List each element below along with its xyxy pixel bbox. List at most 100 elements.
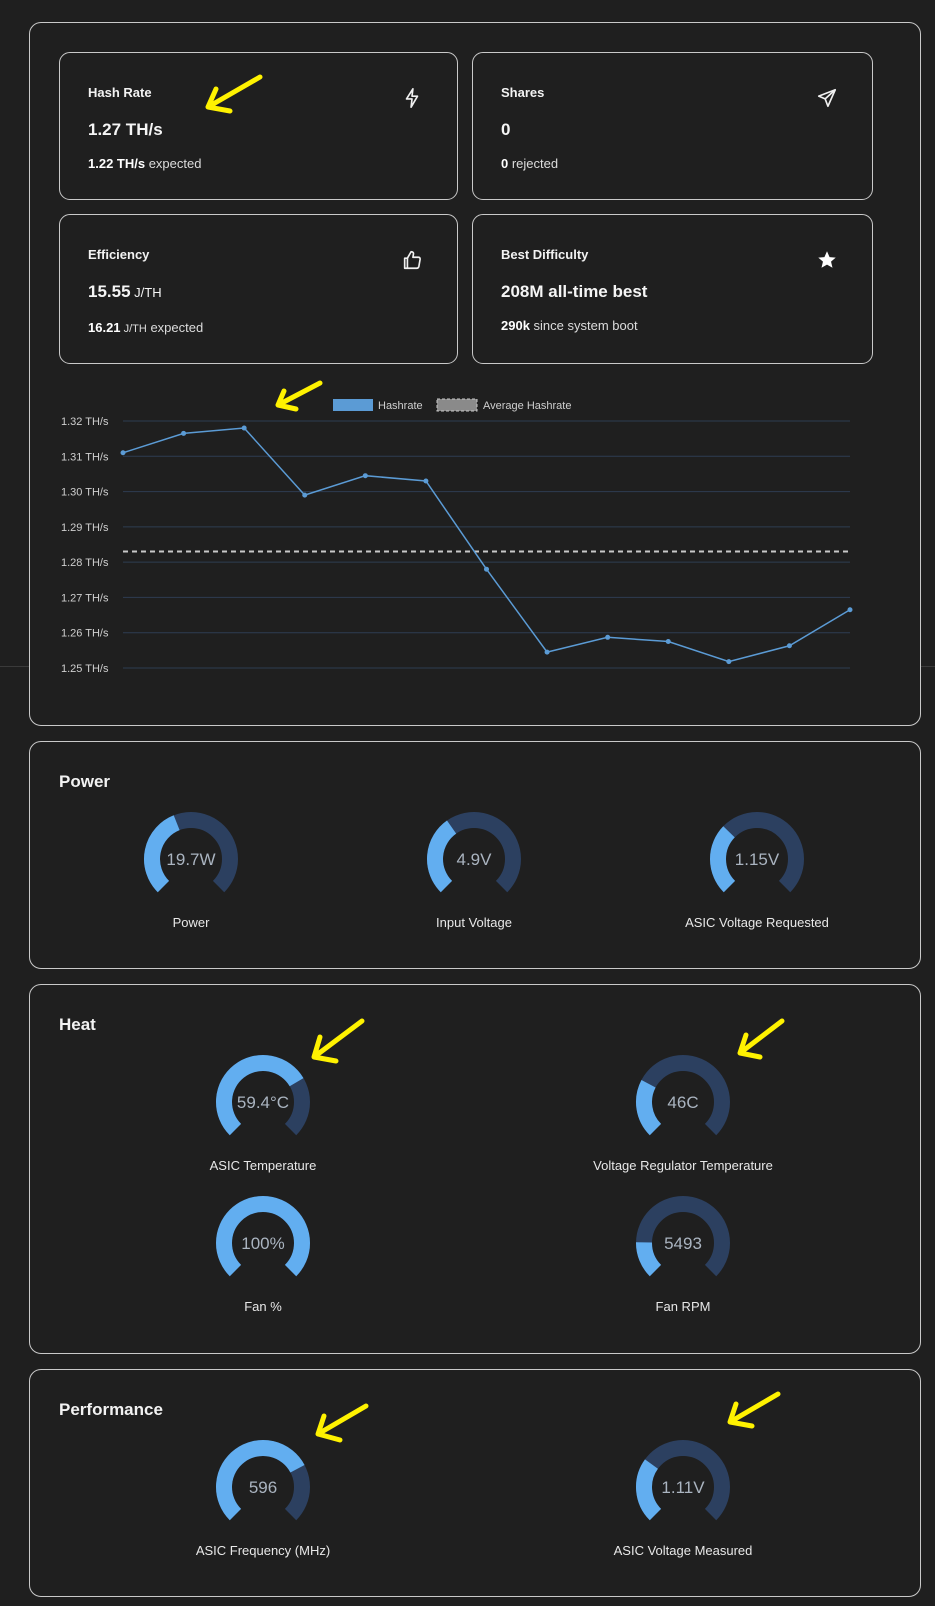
shares-card: Shares 0 0 rejected — [472, 52, 873, 200]
voltage-regulator-temperature-gauge-label: Voltage Regulator Temperature — [593, 1158, 773, 1173]
power-gauge-label: Power — [172, 915, 210, 930]
yellow-annotation-arrow — [205, 74, 263, 114]
input-voltage-gauge: 4.9V Input Voltage — [374, 809, 574, 930]
gauge-value: 1.11V — [661, 1478, 705, 1497]
yellow-annotation-arrow — [275, 380, 323, 412]
star-icon — [818, 251, 836, 268]
asic-frequency-gauge-label: ASIC Frequency (MHz) — [195, 1543, 331, 1558]
hashrate-chart: Hashrate Average Hashrate 1.32 TH/s 1.31 TH… — [61, 398, 853, 675]
hashrate-point — [120, 450, 126, 456]
gauge-fill — [710, 826, 736, 893]
y-tick-label: 1.26 TH/s — [61, 628, 109, 640]
power-gauge-dial: 19.7W — [144, 812, 238, 893]
power-section-title: Power — [59, 772, 111, 791]
gauge-value: 46C — [667, 1093, 698, 1112]
gauge-value: 59.4°C — [237, 1093, 289, 1112]
gauge-value: 1.15V — [735, 850, 780, 869]
hashrate-expected: 1.22 TH/s expected — [88, 156, 202, 171]
best-difficulty-card: Best Difficulty 208M all-time best 290k … — [472, 214, 873, 364]
fan-rpm-gauge: 5493 Fan RPM — [583, 1193, 783, 1314]
legend-hashrate-swatch — [333, 399, 373, 411]
lightning-icon — [405, 88, 419, 108]
shares-title: Shares — [501, 85, 545, 100]
hashrate-value: 1.27 TH/s — [88, 120, 163, 139]
hashrate-point — [786, 643, 792, 649]
asic-voltage-requested-gauge: 1.15V ASIC Voltage Requested — [657, 809, 857, 930]
hashrate-point — [302, 492, 308, 498]
y-tick-label: 1.28 TH/s — [61, 557, 109, 569]
heat-section-title: Heat — [59, 1015, 96, 1034]
gauge-fill — [144, 815, 181, 893]
best-difficulty-title: Best Difficulty — [501, 247, 589, 262]
best-difficulty-value: 208M all-time best — [501, 282, 648, 301]
gauge-fill — [216, 1196, 310, 1277]
dashboard-overview-panel: Hash Rate 1.27 TH/s 1.22 TH/s expected S… — [29, 22, 921, 726]
gauge-fill — [216, 1440, 305, 1521]
gauge-value: 4.9V — [457, 850, 493, 869]
gauge-value: 596 — [249, 1478, 277, 1497]
gauge-fill — [636, 1242, 662, 1277]
y-tick-label: 1.32 TH/s — [61, 416, 109, 428]
gauge-value: 100% — [241, 1234, 284, 1253]
hashrate-point — [605, 634, 611, 640]
yellow-annotation-arrow — [315, 1403, 369, 1443]
hashrate-point — [241, 425, 247, 431]
input-voltage-gauge-label: Input Voltage — [436, 915, 512, 930]
yellow-annotation-arrow — [727, 1391, 781, 1429]
asic-temperature-gauge: 59.4°C ASIC Temperature — [163, 1052, 363, 1173]
efficiency-title: Efficiency — [88, 247, 150, 262]
yellow-annotation-arrow — [311, 1018, 365, 1064]
gauge-fill — [636, 1459, 662, 1521]
fan-percent-gauge: 100% Fan % — [163, 1193, 363, 1314]
hashrate-point — [665, 639, 671, 645]
hashrate-point — [726, 659, 732, 665]
asic-temperature-gauge-label: ASIC Temperature — [209, 1158, 317, 1173]
chart-legend: Hashrate Average Hashrate — [333, 398, 571, 412]
legend-average-label: Average Hashrate — [483, 400, 571, 412]
performance-section-title: Performance — [59, 1400, 163, 1419]
hashrate-point — [423, 478, 429, 484]
fan-percent-gauge-label: Fan % — [244, 1299, 282, 1314]
voltage-regulator-temperature-gauge: 46C Voltage Regulator Temperature — [583, 1052, 783, 1173]
hashrate-point — [484, 566, 489, 572]
asic-voltage-measured-gauge-dial: 1.11V — [636, 1440, 730, 1521]
best-difficulty-since-boot: 290k since system boot — [501, 318, 638, 333]
asic-frequency-gauge: 596 ASIC Frequency (MHz) — [163, 1437, 363, 1558]
hashrate-title: Hash Rate — [88, 85, 152, 100]
thumbs-up-icon — [403, 250, 421, 270]
heat-panel: Heat 59.4°C ASIC Temperature 46C Voltage… — [29, 984, 921, 1354]
input-voltage-gauge-dial: 4.9V — [427, 812, 521, 893]
shares-rejected: 0 rejected — [501, 156, 559, 171]
asic-voltage-requested-gauge-dial: 1.15V — [710, 812, 804, 893]
performance-panel: Performance 596 ASIC Frequency (MHz) 1.1… — [29, 1369, 921, 1597]
gauge-fill — [216, 1055, 304, 1136]
asic-voltage-measured-gauge-label: ASIC Voltage Measured — [613, 1543, 753, 1558]
y-tick-label: 1.29 TH/s — [61, 522, 109, 534]
power-panel: Power 19.7W Power 4.9V Input Voltage 1.1… — [29, 741, 921, 969]
fan-rpm-gauge-label: Fan RPM — [655, 1299, 711, 1314]
efficiency-expected: 16.21 J/TH expected — [88, 320, 204, 335]
fan-percent-gauge-dial: 100% — [216, 1196, 310, 1277]
efficiency-card: Efficiency 15.55 J/TH 16.21 J/TH expecte… — [59, 214, 458, 364]
yellow-annotation-arrow — [737, 1018, 785, 1060]
legend-average-swatch — [436, 398, 478, 412]
gauge-value: 19.7W — [166, 850, 215, 869]
send-icon — [817, 88, 837, 108]
y-tick-label: 1.31 TH/s — [61, 451, 109, 463]
hashrate-point — [362, 473, 368, 479]
hashrate-point — [181, 430, 187, 436]
asic-voltage-measured-gauge: 1.11V ASIC Voltage Measured — [583, 1437, 783, 1558]
gauge-value: 5493 — [664, 1234, 702, 1253]
gauge-fill — [636, 1080, 662, 1136]
shares-value: 0 — [501, 120, 511, 139]
y-tick-label: 1.25 TH/s — [61, 663, 109, 675]
y-tick-label: 1.30 TH/s — [61, 487, 109, 499]
voltage-regulator-temperature-gauge-dial: 46C — [636, 1055, 730, 1136]
legend-hashrate-label: Hashrate — [378, 400, 423, 412]
hashrate-point — [544, 649, 550, 655]
fan-rpm-gauge-dial: 5493 — [636, 1196, 730, 1277]
efficiency-value: 15.55 J/TH — [88, 282, 162, 301]
power-gauge: 19.7W Power — [91, 809, 291, 930]
hashrate-series-line — [122, 427, 851, 663]
hashrate-card: Hash Rate 1.27 TH/s 1.22 TH/s expected — [59, 52, 458, 200]
